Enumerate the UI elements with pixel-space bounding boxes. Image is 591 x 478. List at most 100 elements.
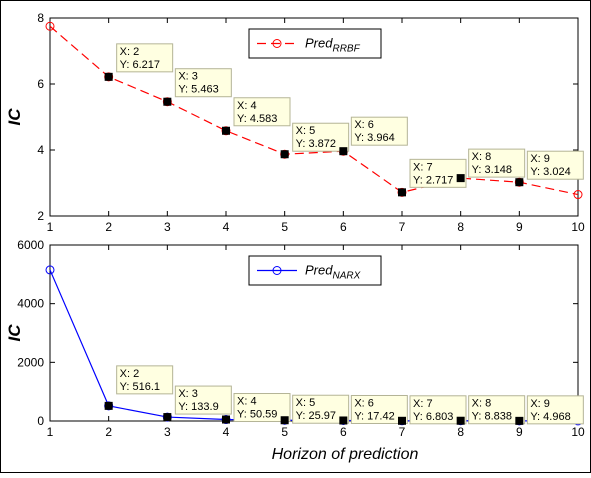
datatip-x-text: X: 4	[237, 100, 257, 112]
datatip-x-text: X: 7	[413, 161, 433, 173]
data-point	[573, 190, 583, 200]
x-tick-label: 5	[281, 425, 288, 439]
x-tick-label: 2	[105, 220, 112, 234]
datatip-x-text: X: 2	[120, 46, 140, 58]
datatip-y-text: Y: 3.148	[472, 164, 512, 176]
datatip-marker	[222, 126, 230, 135]
datatip-y-text: Y: 6.217	[120, 59, 160, 71]
y-tick-label: 2	[37, 209, 44, 223]
x-tick-label: 6	[340, 220, 347, 234]
datatip-marker	[280, 416, 289, 425]
datatip-box	[526, 150, 584, 180]
data-point	[45, 265, 55, 275]
datatip-box	[116, 43, 174, 73]
y-tick-label: 4	[37, 143, 44, 157]
bottom-panel: 1 2 3 4 5 6 7 8 9 10 0 2000 4000 6000 IC X: 2Y: 516.1 X:…	[5, 238, 585, 439]
y-tick-label: 0	[37, 414, 44, 428]
datatip-x-text: X: 2	[120, 368, 140, 380]
x-tick-label: 8	[457, 220, 464, 234]
datatip-x-text: X: 3	[178, 71, 198, 83]
y-tick-label: 2000	[17, 355, 44, 369]
x-tick-label: 9	[516, 220, 523, 234]
datatip-y-text: Y: 8.838	[472, 411, 512, 423]
datatip-box	[409, 158, 467, 188]
datatip-x-text: X: 7	[413, 398, 433, 410]
datatip-marker	[104, 72, 113, 81]
x-axis-label: Horizon of prediction	[272, 446, 419, 463]
x-tick-label: 10	[571, 220, 585, 234]
datatip-marker	[456, 174, 465, 183]
datatip-y-text: Y: 50.59	[237, 409, 277, 421]
datatip-x-text: X: 3	[178, 388, 198, 400]
y-tick-label: 8	[37, 11, 44, 25]
datatip-marker	[515, 178, 524, 187]
x-tick-label: 7	[399, 220, 406, 234]
datatip-x-text: X: 9	[530, 153, 550, 165]
datatip-marker	[339, 416, 348, 425]
datatip-y-text: Y: 3.024	[530, 166, 570, 178]
datatip-y-text: Y: 6.803	[413, 411, 453, 423]
y-tick-label: 6	[37, 77, 44, 91]
datatip-y-text: Y: 133.9	[178, 401, 218, 413]
x-tick-label: 1	[47, 425, 54, 439]
datatip-box	[174, 68, 232, 98]
x-tick-label: 3	[164, 425, 171, 439]
y-axis-label: IC	[5, 108, 24, 126]
datatip-marker	[515, 416, 524, 425]
datatip-y-text: Y: 17.42	[354, 410, 394, 422]
datatip-x-text: X: 8	[472, 398, 492, 410]
series-line	[49, 25, 579, 196]
x-tick-label: 5	[281, 220, 288, 234]
legend-marker	[272, 266, 282, 275]
data-point	[45, 21, 55, 31]
datatip-y-text: Y: 2.717	[413, 174, 453, 186]
datatip-marker	[398, 416, 406, 425]
datatip-marker	[339, 147, 348, 156]
datatip-x-text: X: 5	[296, 397, 316, 409]
datatip-box	[526, 395, 584, 425]
x-tick-label: 9	[516, 425, 523, 439]
datatip-x-text: X: 8	[472, 151, 492, 163]
y-tick-label: 6000	[17, 238, 44, 252]
legend-label: PredNARX	[305, 263, 361, 282]
datatip-marker	[104, 401, 113, 410]
x-tick-label: 2	[105, 425, 112, 439]
datatip-box	[292, 122, 350, 152]
datatip-x-text: X: 9	[530, 398, 550, 410]
legend-label-main: Pred	[305, 36, 333, 51]
datatip-x-text: X: 5	[296, 125, 316, 137]
datatip-box	[468, 148, 526, 178]
datatip-marker	[222, 415, 230, 424]
datatip-y-text: Y: 4.968	[530, 411, 570, 423]
datatip-box	[350, 116, 408, 146]
datatip-box	[116, 365, 174, 395]
datatip-box	[174, 385, 232, 415]
legend-label-subscript: RRBF	[332, 44, 360, 55]
datatip-box	[233, 97, 291, 127]
x-tick-label: 7	[399, 425, 406, 439]
datatip-y-text: Y: 4.583	[237, 113, 277, 125]
datatip-x-text: X: 4	[237, 396, 257, 408]
x-tick-label: 8	[457, 425, 464, 439]
legend-label: PredRRBF	[305, 36, 361, 55]
x-tick-label: 4	[223, 425, 230, 439]
x-tick-label: 4	[223, 220, 230, 234]
legend-label-main: Pred	[305, 263, 333, 278]
datatip-marker	[456, 416, 465, 425]
datatip-box	[292, 394, 350, 424]
datatip-y-text: Y: 5.463	[178, 84, 218, 96]
datatip-y-text: Y: 516.1	[120, 381, 160, 393]
datatip-x-text: X: 6	[354, 119, 374, 131]
datatip-marker	[280, 150, 289, 159]
legend-label-subscript: NARX	[332, 271, 360, 282]
x-tick-label: 1	[47, 220, 54, 234]
datatip-marker	[398, 188, 406, 197]
y-axis-label: IC	[5, 324, 24, 342]
datatip-x-text: X: 6	[354, 397, 374, 409]
datatip-y-text: Y: 25.97	[296, 410, 336, 422]
datatip-marker	[163, 413, 172, 422]
datatip-y-text: Y: 3.964	[354, 132, 394, 144]
